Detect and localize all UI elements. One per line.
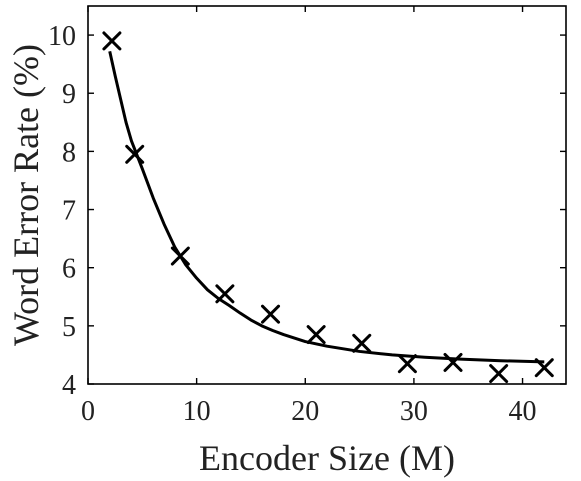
y-tick-label: 6 <box>62 254 76 285</box>
data-point-x-marker <box>489 364 509 384</box>
plot-frame <box>87 5 567 385</box>
fit-line <box>108 51 545 364</box>
y-tick-label: 7 <box>62 196 76 227</box>
data-point-x-marker <box>397 354 417 374</box>
plot-marks <box>102 31 554 384</box>
x-tick-label: 20 <box>291 396 319 427</box>
x-axis-title: Encoder Size (M) <box>199 438 455 478</box>
y-tick-label: 10 <box>48 21 76 52</box>
data-point-x-marker <box>102 31 122 51</box>
y-axis-ticks: 4 5 6 7 8 9 10 <box>48 21 566 401</box>
data-point-x-marker <box>261 304 281 324</box>
data-point-x-marker <box>306 325 326 345</box>
x-tick-label: 0 <box>81 396 95 427</box>
y-tick-label: 8 <box>62 137 76 168</box>
y-tick-label: 9 <box>62 79 76 110</box>
data-point-x-marker <box>443 352 463 372</box>
y-axis-title: Word Error Rate (%) <box>6 44 46 346</box>
x-tick-label: 10 <box>183 396 211 427</box>
x-tick-label: 30 <box>400 396 428 427</box>
y-tick-label: 5 <box>62 312 76 343</box>
x-tick-label: 40 <box>509 396 537 427</box>
x-axis-ticks: 0 10 20 30 40 <box>81 6 537 427</box>
data-point-x-marker <box>352 333 372 353</box>
y-tick-label: 4 <box>62 370 76 401</box>
